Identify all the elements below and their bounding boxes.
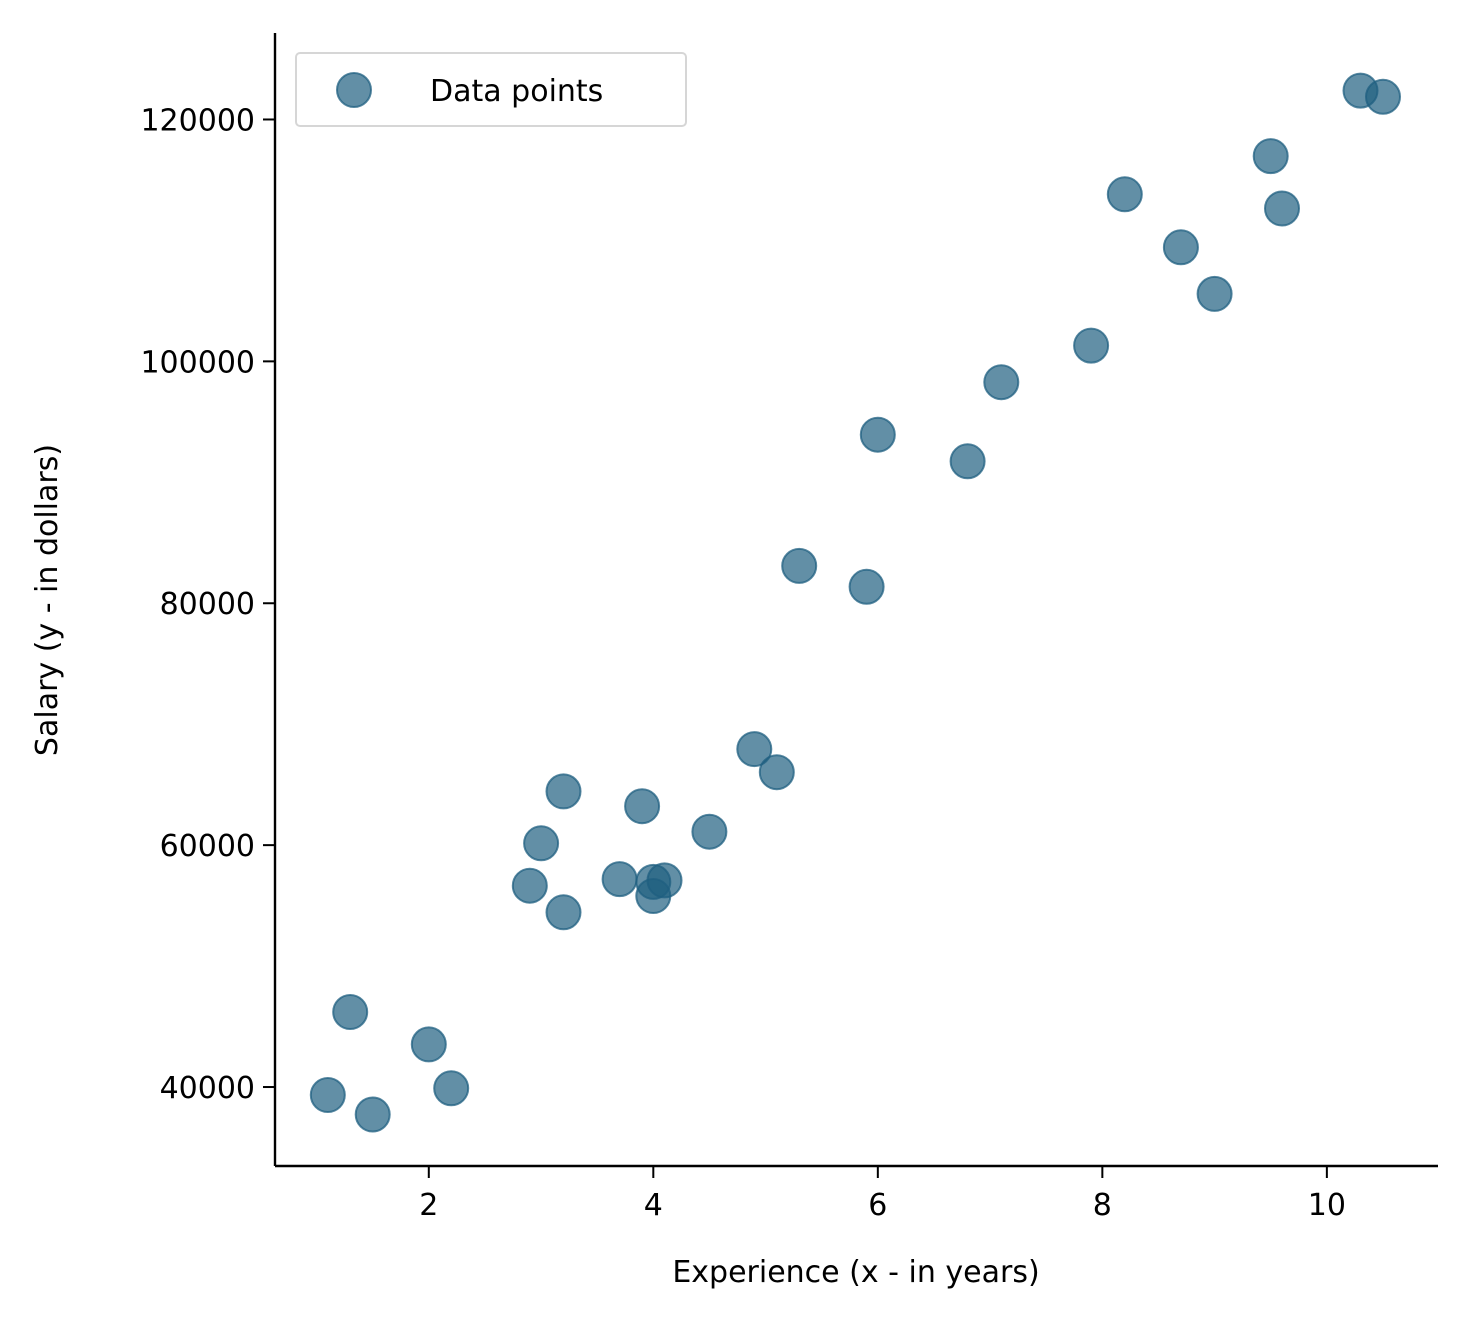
data-point <box>949 443 986 480</box>
legend-box <box>295 52 687 127</box>
y-tick-label: 60000 <box>160 829 255 864</box>
x-tick-label: 10 <box>1308 1188 1346 1223</box>
data-point <box>1365 78 1401 115</box>
y-tick-label: 80000 <box>160 587 255 622</box>
data-point <box>736 731 773 768</box>
data-point <box>1196 275 1233 312</box>
data-point <box>601 861 638 898</box>
x-tick-label: 4 <box>644 1188 663 1223</box>
points-layer <box>309 72 1401 1133</box>
data-point <box>410 1026 447 1063</box>
x-tick-label: 2 <box>419 1188 438 1223</box>
x-axis-title: Experience (x - in years) <box>672 1255 1039 1290</box>
y-tick-label: 40000 <box>160 1071 255 1106</box>
data-point <box>511 867 548 904</box>
data-point <box>523 825 560 862</box>
data-point <box>1106 176 1143 213</box>
data-point <box>1073 327 1110 364</box>
data-point <box>624 788 661 825</box>
y-tick-label: 120000 <box>140 103 255 138</box>
x-tick-label: 6 <box>868 1188 887 1223</box>
data-point <box>332 994 369 1030</box>
data-point <box>859 416 896 453</box>
data-point <box>545 894 582 931</box>
data-point <box>545 773 582 810</box>
data-point <box>309 1077 346 1113</box>
data-point <box>983 364 1020 401</box>
y-ticks: 40000 60000 80000 100000 120000 <box>140 103 275 1106</box>
data-point <box>781 547 818 584</box>
legend: Data points <box>295 52 687 127</box>
x-ticks: 2 4 6 8 10 <box>419 1166 1346 1223</box>
x-tick-label: 8 <box>1093 1188 1112 1223</box>
data-point <box>1162 229 1199 266</box>
data-point <box>646 862 683 899</box>
legend-marker <box>336 72 372 108</box>
legend-label: Data points <box>430 74 603 109</box>
data-point <box>758 754 795 791</box>
y-tick-label: 100000 <box>140 345 255 380</box>
data-point <box>1252 138 1289 175</box>
y-axis-title: Salary (y - in dollars) <box>30 444 65 756</box>
data-point <box>848 568 885 605</box>
data-point <box>691 813 728 850</box>
data-point <box>433 1070 470 1107</box>
data-point <box>1264 190 1300 227</box>
data-point <box>354 1096 391 1133</box>
